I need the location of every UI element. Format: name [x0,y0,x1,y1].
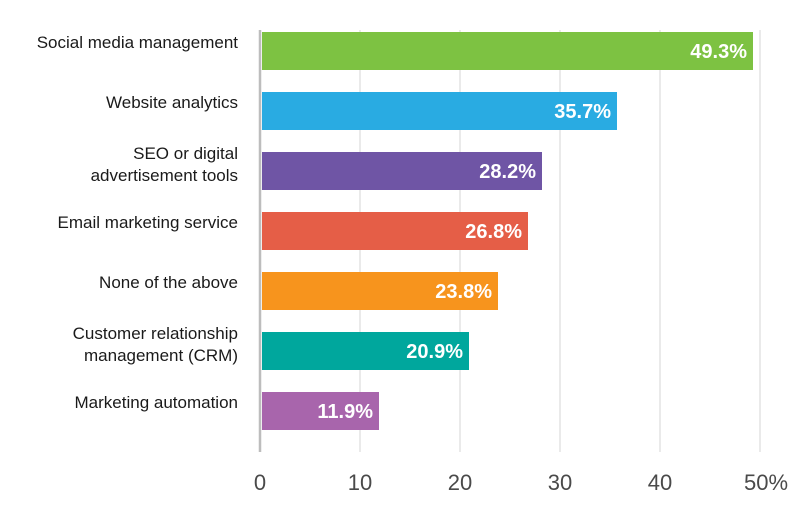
category-label: Website analytics [106,93,238,112]
data-label: 26.8% [465,221,522,243]
data-label: 20.9% [406,341,463,363]
bar [262,92,617,130]
data-label: 49.3% [690,41,747,63]
data-label: 28.2% [479,161,536,183]
category-label: Social media management [37,33,239,52]
data-label: 35.7% [554,101,611,123]
bar [262,212,528,250]
x-tick-label: 40 [648,470,672,495]
category-label: SEO or digital [133,144,238,163]
category-label: Marketing automation [75,393,238,412]
category-label: Email marketing service [58,213,238,232]
data-label: 11.9% [317,401,373,423]
bars-group [262,32,753,430]
category-label: None of the above [99,273,238,292]
category-label: Customer relationship [73,324,238,343]
x-tick-label: 0 [254,470,266,495]
bar [262,332,469,370]
category-label: advertisement tools [91,166,238,185]
data-label: 23.8% [435,281,492,303]
x-tick-label: 20 [448,470,472,495]
category-label: management (CRM) [84,346,238,365]
x-axis-tick-labels: 0 10 20 30 40 50% [254,470,788,495]
x-tick-label: 10 [348,470,372,495]
bar [262,272,498,310]
bar [262,392,379,430]
bar [262,152,542,190]
x-tick-label: 30 [548,470,572,495]
bar [262,32,753,70]
category-labels-group: Social media management Website analytics… [37,33,239,412]
x-tick-label: 50% [744,470,788,495]
data-labels-group: 49.3% 35.7% 28.2% 26.8% 23.8% 20.9% 11.9% [317,41,747,423]
